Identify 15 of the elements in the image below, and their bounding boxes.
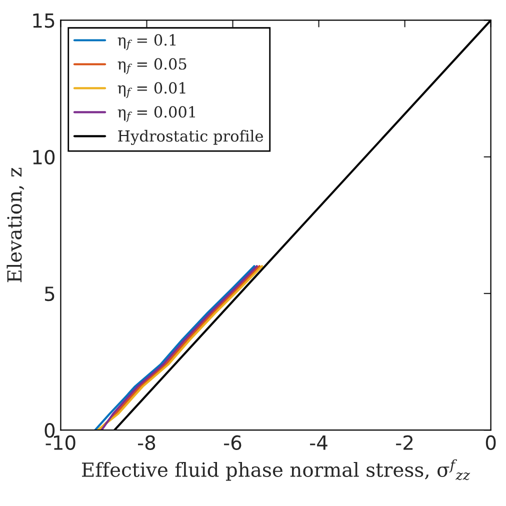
x-tick-label: -8 — [138, 435, 156, 450]
y-axis-title: Elevation, z — [6, 168, 24, 282]
y-tick-label: 5 — [44, 286, 54, 302]
y-tick-label: 10 — [33, 150, 55, 165]
x-tick-label: 0 — [486, 435, 496, 450]
x-axis-title: Effective fluid phase normal stress, σ$^{f}$$_{zz}$ — [82, 459, 470, 481]
legend-label: η$_{f}$ = 0.01 — [118, 82, 186, 98]
y-tick-label: 15 — [33, 13, 54, 28]
legend-label: η$_{f}$ = 0.1 — [118, 34, 176, 50]
x-tick-label: -6 — [224, 435, 242, 450]
x-tick-label: -2 — [396, 435, 413, 450]
legend-label: Hydrostatic profile — [118, 130, 263, 145]
legend-label: η$_{f}$ = 0.05 — [118, 58, 186, 74]
legend-label: η$_{f}$ = 0.001 — [118, 106, 195, 122]
x-tick-label: -4 — [310, 436, 328, 450]
